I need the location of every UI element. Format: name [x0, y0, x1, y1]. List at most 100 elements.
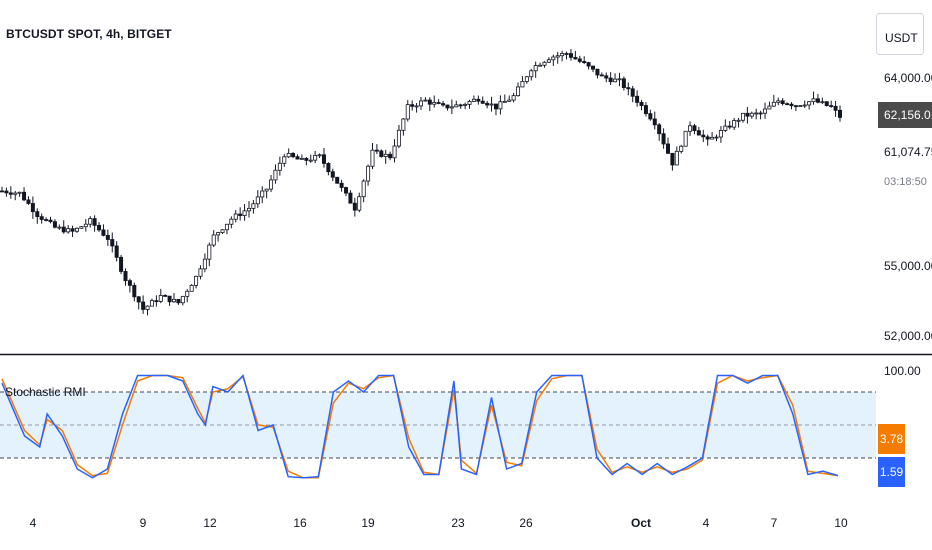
- candle-body: [767, 105, 772, 110]
- candle-body: [630, 88, 635, 97]
- candle-body: [8, 192, 13, 195]
- candle-body: [586, 62, 591, 67]
- candle-body: [22, 191, 27, 201]
- candle-body: [308, 159, 313, 162]
- stoch-band-lines: [0, 391, 876, 459]
- candle-body: [714, 136, 719, 139]
- candle-body: [13, 192, 18, 195]
- candle-body: [705, 136, 710, 140]
- candle-body: [211, 234, 216, 246]
- candle-body: [207, 244, 212, 260]
- candle-body: [370, 149, 375, 167]
- candle-body: [599, 74, 604, 77]
- candle-body: [613, 78, 618, 83]
- candle-body: [366, 165, 371, 182]
- candle-body: [838, 109, 843, 118]
- candle-body: [313, 155, 318, 161]
- bar-countdown: 03:18:50: [884, 176, 927, 188]
- candle-body: [524, 76, 529, 82]
- candle-body: [489, 103, 494, 106]
- candle-body: [621, 78, 626, 88]
- candle-body: [542, 61, 547, 66]
- candle-body: [732, 120, 737, 128]
- candle-body: [405, 104, 410, 120]
- candle-body: [564, 53, 569, 55]
- candle-body: [388, 153, 393, 159]
- candle-body: [149, 300, 154, 307]
- candle-body: [679, 145, 684, 152]
- candle-body: [480, 100, 485, 104]
- candle-body: [132, 284, 137, 298]
- candle-body: [180, 295, 185, 304]
- candle-body: [74, 227, 79, 232]
- candle-body: [665, 143, 670, 154]
- time-axis-label: Oct: [630, 516, 652, 530]
- candle-body: [758, 112, 763, 115]
- candle-body: [26, 199, 31, 204]
- time-axis-label: 16: [293, 516, 307, 530]
- current-price-value: 62,156.01: [884, 108, 932, 122]
- candle-body: [401, 118, 406, 131]
- candle-body: [498, 101, 503, 110]
- indicator-title[interactable]: Stochastic RMI: [5, 385, 86, 399]
- candle-body: [674, 150, 679, 166]
- candle-body: [39, 216, 44, 220]
- candle-body: [260, 190, 265, 198]
- candle-body: [688, 125, 693, 132]
- candle-body: [458, 104, 463, 107]
- candle-body: [807, 101, 812, 106]
- candle-body: [533, 65, 538, 72]
- candle-body: [348, 192, 353, 204]
- candle-body: [604, 75, 609, 79]
- candle-body: [35, 211, 40, 218]
- stoch-k-line: [1, 373, 839, 479]
- time-axis-label: 19: [361, 516, 375, 530]
- stoch-k-badge: 3.78: [878, 424, 905, 454]
- price-label-61074: 61,074.75: [884, 145, 932, 159]
- candle-body: [48, 219, 53, 223]
- time-axis-label: 9: [139, 516, 147, 530]
- candle-body: [282, 156, 287, 164]
- candle-body: [467, 100, 472, 105]
- candle-body: [114, 245, 119, 258]
- candle-body: [802, 104, 807, 107]
- candle-body: [154, 300, 159, 303]
- candle-body: [785, 103, 790, 106]
- candle-body: [511, 95, 516, 101]
- candle-body: [507, 99, 512, 102]
- candlestick-series: [0, 48, 843, 316]
- candle-body: [648, 113, 653, 120]
- candle-body: [167, 295, 172, 303]
- candle-body: [299, 157, 304, 160]
- candle-body: [216, 232, 221, 236]
- candle-body: [418, 100, 423, 107]
- candle-body: [4, 190, 9, 194]
- candle-body: [763, 108, 768, 114]
- candle-body: [269, 179, 274, 190]
- candle-body: [683, 130, 688, 147]
- candle-body: [780, 100, 785, 105]
- time-axis-label: 10: [834, 516, 848, 530]
- candle-body: [330, 171, 335, 178]
- candle-body: [670, 152, 675, 166]
- chart-title[interactable]: BTCUSDT SPOT, 4h, BITGET: [6, 27, 172, 41]
- candle-body: [220, 229, 225, 233]
- candle-body: [516, 86, 521, 97]
- currency-button[interactable]: USDT: [876, 13, 924, 55]
- candle-body: [776, 100, 781, 103]
- candle-body: [185, 290, 190, 297]
- candle-body: [771, 101, 776, 107]
- candle-body: [326, 163, 331, 173]
- candle-body: [242, 210, 247, 216]
- candle-body: [701, 134, 706, 138]
- candle-body: [754, 112, 759, 115]
- candle-body: [485, 102, 490, 106]
- indicator-label-100: 100.00: [884, 364, 921, 378]
- candle-body: [277, 162, 282, 171]
- candle-body: [176, 298, 181, 304]
- candle-body: [246, 207, 251, 212]
- candle-body: [396, 129, 401, 147]
- candle-body: [432, 102, 437, 105]
- price-label-52000: 52,000.00: [884, 329, 932, 343]
